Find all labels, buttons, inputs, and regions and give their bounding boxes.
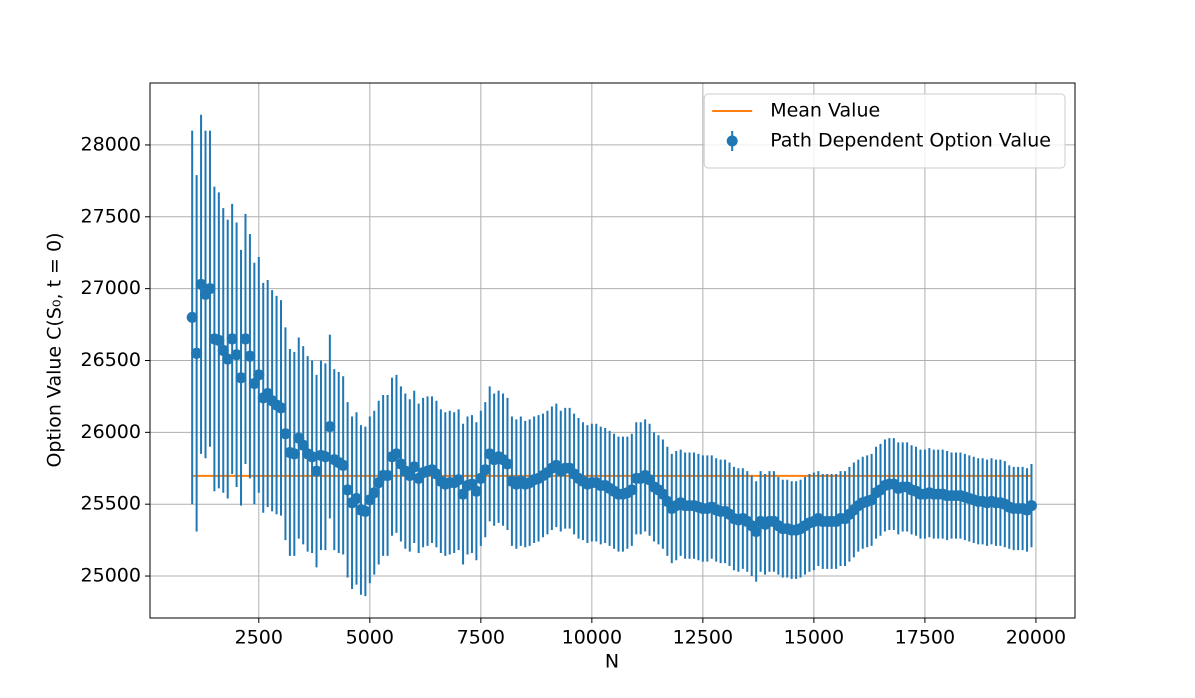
axes: 2500 5000 7500 10000 12500 15000 17500 20000 250… <box>81 133 1067 648</box>
data-point <box>324 421 336 433</box>
data-point <box>306 451 318 463</box>
y-tick-label: 26500 <box>81 349 141 371</box>
x-tick-label: 17500 <box>895 627 955 649</box>
data-point <box>470 485 482 497</box>
data-point <box>222 353 234 365</box>
data-point <box>248 377 260 389</box>
data-point <box>288 448 300 460</box>
x-tick-label: 20000 <box>1006 627 1066 649</box>
data-point <box>186 311 198 323</box>
data-point <box>297 439 309 451</box>
y-tick-label: 27000 <box>81 277 141 299</box>
data-point <box>311 465 323 477</box>
data-point <box>279 428 291 440</box>
data-point <box>342 484 354 496</box>
legend-swatch <box>726 135 738 147</box>
data-point <box>253 369 265 381</box>
data-point <box>382 469 394 481</box>
data-point <box>235 372 247 384</box>
x-tick-label: 10000 <box>562 627 622 649</box>
data-point <box>195 278 207 290</box>
data-point <box>457 488 469 500</box>
legend-label: Path Dependent Option Value <box>770 130 1051 152</box>
data-point <box>501 458 513 470</box>
x-tick-label: 5000 <box>346 627 394 649</box>
plot-frame <box>149 82 1076 619</box>
data-point <box>244 350 256 362</box>
data-point <box>319 451 331 463</box>
x-tick-label: 12500 <box>673 627 733 649</box>
data-point <box>475 472 487 484</box>
data-point <box>368 487 380 499</box>
y-tick-label: 26000 <box>81 421 141 443</box>
data-point <box>750 525 762 537</box>
x-tick-label: 7500 <box>457 627 505 649</box>
data-point <box>275 402 287 414</box>
legend: Mean Value Path Dependent Option Value <box>703 93 1066 169</box>
legend-label: Mean Value <box>770 100 880 122</box>
data-point <box>191 347 203 359</box>
data-point <box>226 333 238 345</box>
y-tick-label: 27500 <box>81 205 141 227</box>
y-axis-label: Option Value C(S₀, t = 0) <box>44 232 66 467</box>
x-tick-label: 2500 <box>235 627 283 649</box>
data-point <box>337 459 349 471</box>
data-point <box>231 349 243 361</box>
data-point <box>408 461 420 473</box>
data-point <box>390 448 402 460</box>
data-point <box>1025 500 1037 512</box>
y-tick-label: 25000 <box>81 565 141 587</box>
x-tick-label: 15000 <box>784 627 844 649</box>
data-point <box>626 484 638 496</box>
y-tick-label: 28000 <box>81 133 141 155</box>
data-point <box>453 474 465 486</box>
x-axis-label: N <box>605 651 619 673</box>
data-point <box>217 344 229 356</box>
data-point <box>404 469 416 481</box>
legend-box <box>703 93 1066 169</box>
marks <box>186 114 1037 597</box>
data-point <box>204 283 216 295</box>
y-tick-label: 25500 <box>81 493 141 515</box>
data-point <box>213 334 225 346</box>
data-point <box>239 333 251 345</box>
data-point <box>479 464 491 476</box>
data-point <box>350 492 362 504</box>
data-point <box>359 505 371 517</box>
